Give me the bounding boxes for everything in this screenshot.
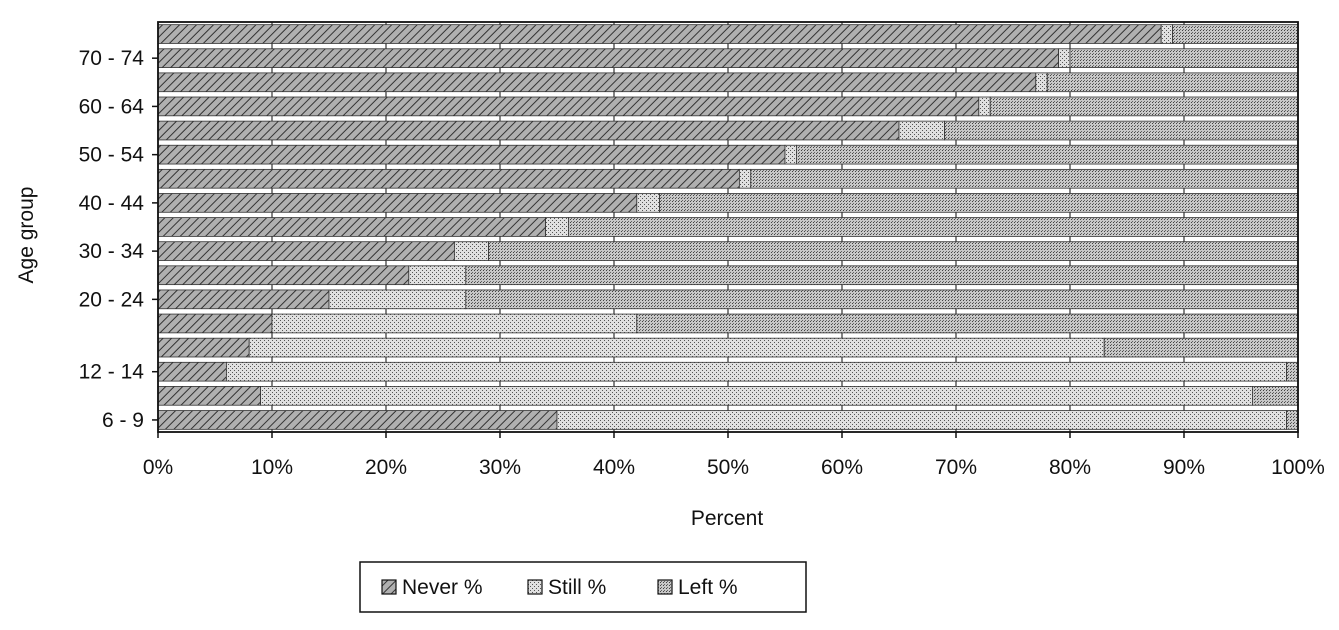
bar-segment xyxy=(1069,48,1299,68)
y-tick-label: 12 - 14 xyxy=(79,361,145,384)
legend-swatch xyxy=(381,579,397,595)
plot-border xyxy=(157,21,1299,433)
bar-segment xyxy=(157,361,227,382)
bar-segment xyxy=(1172,24,1299,44)
bar-segment xyxy=(157,48,1059,68)
x-tick-label: 0% xyxy=(143,456,173,479)
bar-segment xyxy=(545,217,569,237)
legend-box xyxy=(359,561,807,613)
bar-segment xyxy=(157,193,638,213)
x-tick-label: 30% xyxy=(479,456,521,479)
bar-segment xyxy=(1058,48,1071,68)
x-tick-label: 70% xyxy=(935,456,977,479)
legend-swatch xyxy=(527,579,543,595)
x-axis-title: Percent xyxy=(691,507,764,530)
x-tick-label: 40% xyxy=(593,456,635,479)
y-axis-title: Age group xyxy=(15,187,38,284)
bar-segment xyxy=(408,265,467,286)
bar-segment xyxy=(784,144,797,165)
y-tick-label: 50 - 54 xyxy=(79,144,145,167)
bar-segment xyxy=(328,289,467,310)
bar-segment xyxy=(157,144,786,165)
y-tick-label: 70 - 74 xyxy=(79,47,145,70)
bar-segment xyxy=(157,72,1037,93)
bar-segment xyxy=(157,386,261,406)
bar-segment xyxy=(1046,72,1299,93)
bar-segment xyxy=(989,96,1299,117)
bar-segment xyxy=(1035,72,1048,93)
bar-segment xyxy=(568,217,1299,237)
bar-segment xyxy=(465,265,1299,286)
bar-segment xyxy=(157,241,455,261)
bar-segment xyxy=(1160,24,1173,44)
legend-swatch xyxy=(657,579,673,595)
legend: Never % Still % Left % xyxy=(359,561,807,613)
y-tick-label: 60 - 64 xyxy=(79,95,145,118)
y-tick-label: 40 - 44 xyxy=(79,192,145,215)
bar-segment xyxy=(1286,361,1299,382)
bar-segment xyxy=(260,386,1253,406)
x-tick-label: 100% xyxy=(1271,456,1325,479)
x-tick-label: 20% xyxy=(365,456,407,479)
bar-segment xyxy=(157,217,547,237)
bar-segment xyxy=(488,241,1299,261)
bar-segment xyxy=(636,313,1299,334)
bar-segment xyxy=(225,361,1287,382)
x-tick-label: 50% xyxy=(707,456,749,479)
legend-label: Never % xyxy=(402,576,483,599)
bars xyxy=(157,24,1299,430)
bar-segment xyxy=(556,410,1287,430)
x-tick-label: 10% xyxy=(251,456,293,479)
bar-segment xyxy=(796,144,1299,165)
bar-segment xyxy=(157,96,980,117)
bar-segment xyxy=(157,337,250,358)
axes: 0% 10% 20% 30% 40% 50% 60% 70% 80% 90% 100% 6 - 9 12… xyxy=(79,21,1325,479)
bar-segment xyxy=(248,337,1105,358)
bar-segment xyxy=(157,265,410,286)
bar-segment xyxy=(1103,337,1299,358)
x-tick-label: 90% xyxy=(1163,456,1205,479)
bar-segment xyxy=(157,289,330,310)
bar-segment xyxy=(1286,410,1299,430)
bar-segment xyxy=(453,241,489,261)
bar-segment xyxy=(157,24,1162,44)
bar-segment xyxy=(465,289,1299,310)
y-tick-label: 20 - 24 xyxy=(79,288,145,311)
legend-label: Still % xyxy=(548,576,606,599)
y-tick-label: 6 - 9 xyxy=(102,409,144,432)
bar-segment xyxy=(898,120,945,141)
x-tick-label: 60% xyxy=(821,456,863,479)
bar-segment xyxy=(157,120,900,141)
bar-segment xyxy=(636,193,660,213)
bar-segment xyxy=(157,410,558,430)
bar-segment xyxy=(978,96,991,117)
bar-segment xyxy=(1252,386,1299,406)
bar-segment xyxy=(739,168,752,189)
bar-segment xyxy=(271,313,638,334)
bar-segment xyxy=(944,120,1299,141)
bar-segment xyxy=(659,193,1299,213)
bar-segment xyxy=(157,168,740,189)
bar-segment xyxy=(157,313,273,334)
legend-label: Left % xyxy=(678,576,738,599)
x-tick-label: 80% xyxy=(1049,456,1091,479)
bar-segment xyxy=(750,168,1299,189)
y-tick-label: 30 - 34 xyxy=(79,240,145,263)
